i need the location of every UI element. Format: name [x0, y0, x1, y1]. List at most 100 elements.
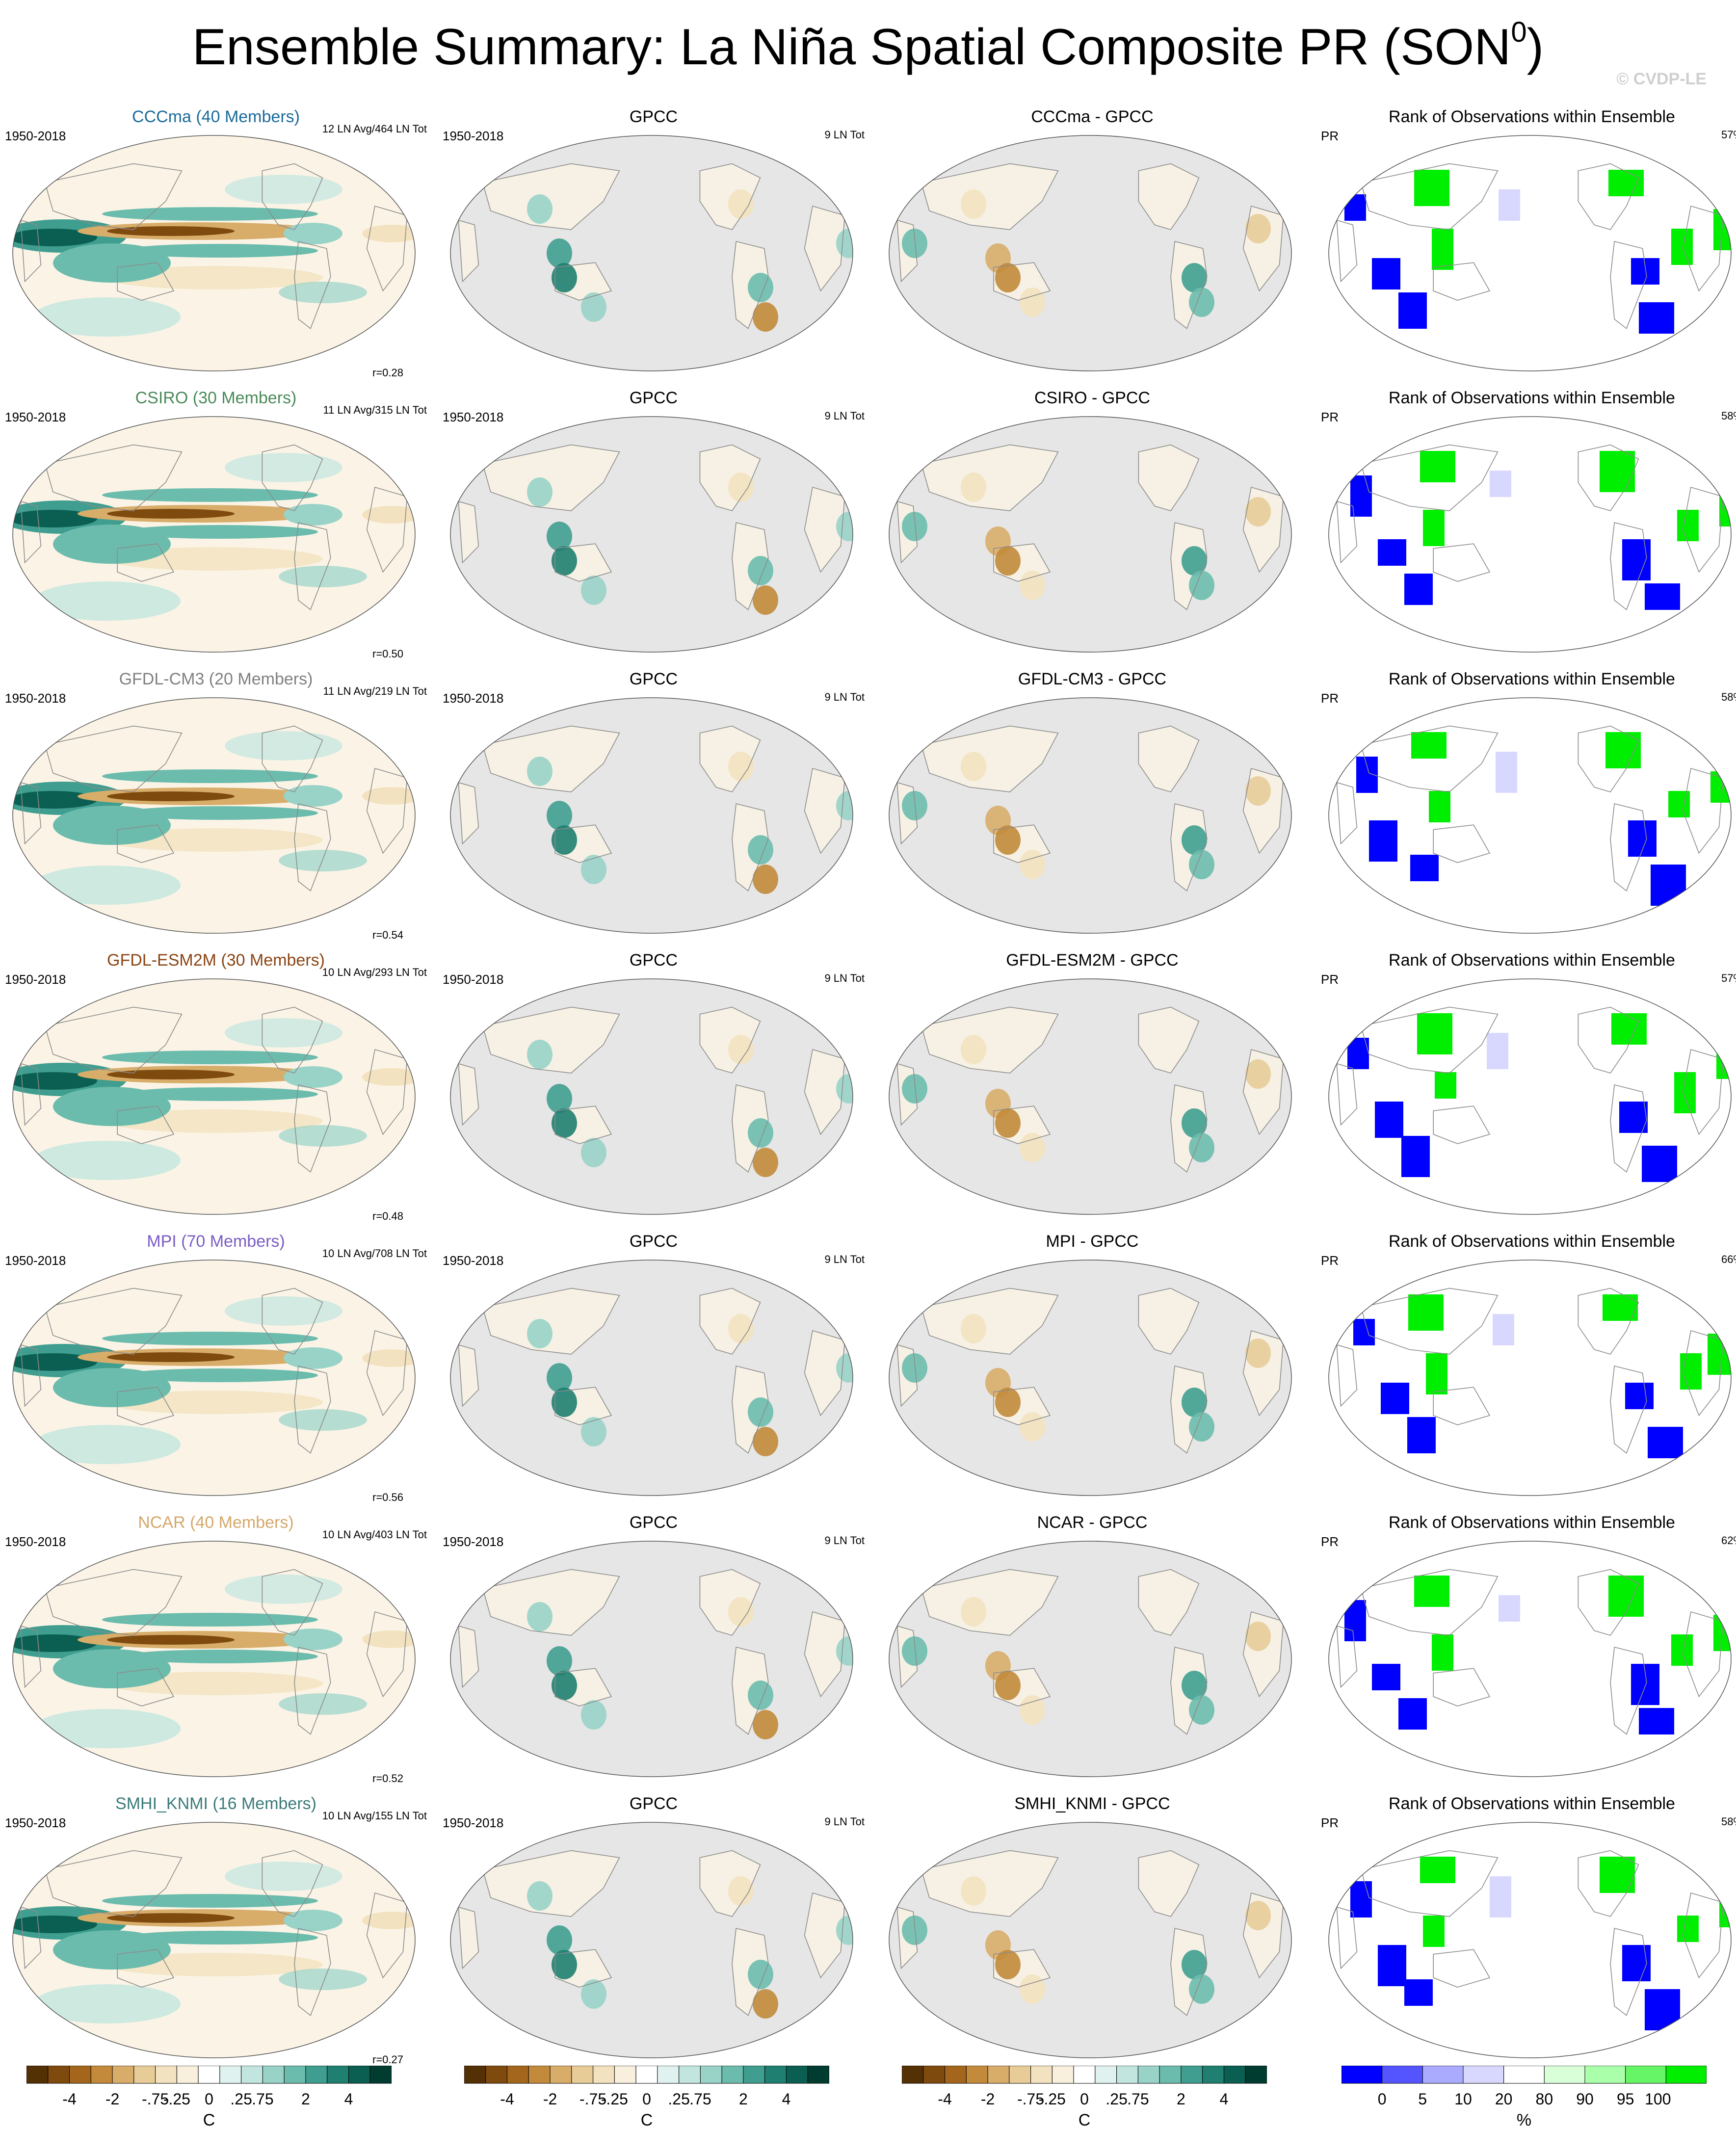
rank-title: Rank of Observations within Ensemble	[1389, 670, 1675, 688]
ln-count-label: 10 LN Avg/155 LN Tot	[322, 1810, 427, 1822]
colorbar-swatch	[721, 2065, 744, 2084]
correlation-label: r=0.48	[372, 1210, 403, 1222]
colorbar-tick-label: 4	[1219, 2090, 1229, 2108]
colorbar-swatch	[1625, 2065, 1666, 2084]
colorbar-tick-label: -.75	[1017, 2090, 1045, 2108]
colorbar-swatch	[1181, 2065, 1203, 2084]
obs-map	[450, 1822, 853, 2058]
colorbar-swatches	[1341, 2065, 1707, 2084]
colorbar-swatch	[1159, 2065, 1182, 2084]
colorbar-swatch	[1095, 2065, 1117, 2084]
period-label: 1950-2018	[443, 1253, 504, 1268]
colorbar-tick-label: 90	[1576, 2090, 1594, 2108]
rank-var-label: PR	[1321, 1534, 1339, 1549]
model-panel: CSIRO (30 Members) 1950-2018 11 LN Avg/315…	[5, 384, 427, 665]
colorbar-tick-label: 0	[642, 2090, 651, 2108]
colorbar-swatch	[284, 2065, 306, 2084]
ln-count-label: 9 LN Tot	[824, 1815, 865, 1828]
diff-map	[889, 416, 1292, 653]
ln-count-label: 10 LN Avg/293 LN Tot	[322, 966, 427, 978]
rank-title: Rank of Observations within Ensemble	[1389, 1794, 1675, 1813]
period-label: 1950-2018	[443, 410, 504, 424]
model-map	[12, 978, 416, 1215]
correlation-label: r=0.56	[372, 1491, 403, 1503]
rank-map	[1328, 697, 1732, 934]
colorbar-swatch	[112, 2065, 134, 2084]
diff-title: GFDL-ESM2M - GPCC	[1006, 951, 1179, 970]
model-panel: CCCma (40 Members) 1950-2018 12 LN Avg/464…	[5, 103, 427, 384]
obs-title: GPCC	[629, 1232, 678, 1251]
rank-pct-label: 58%	[1721, 691, 1736, 703]
colorbar-tick-label: 10	[1454, 2090, 1472, 2108]
colorbar-tick-label: 4	[344, 2090, 353, 2108]
colorbar-tick-label: -.75	[579, 2090, 607, 2108]
model-map	[12, 697, 416, 934]
colorbar-swatch	[1422, 2065, 1464, 2084]
colorbar-swatch	[614, 2065, 636, 2084]
colorbar-swatch	[764, 2065, 787, 2084]
colorbar-swatch	[1341, 2065, 1383, 2084]
diff-title: CCCma - GPCC	[1031, 107, 1154, 126]
colorbar-tick-label: 0	[205, 2090, 213, 2108]
rank-title: Rank of Observations within Ensemble	[1389, 951, 1675, 970]
rank-map	[1328, 978, 1732, 1215]
rank-pct-label: 66%	[1721, 1253, 1736, 1265]
ln-count-label: 9 LN Tot	[824, 972, 865, 984]
colorbar-tick-label: -2	[543, 2090, 557, 2108]
period-label: 1950-2018	[443, 691, 504, 706]
colorbar-swatch	[923, 2065, 946, 2084]
model-title: CCCma (40 Members)	[132, 107, 300, 126]
rank-map	[1328, 135, 1732, 371]
rank-var-label: PR	[1321, 410, 1339, 424]
rank-panel: Rank of Observations within Ensemble PR 66…	[1321, 1228, 1736, 1509]
model-title: SMHI_KNMI (16 Members)	[115, 1794, 316, 1813]
ln-count-label: 9 LN Tot	[824, 691, 865, 703]
rank-title: Rank of Observations within Ensemble	[1389, 107, 1675, 126]
model-panel: MPI (70 Members) 1950-2018 10 LN Avg/708 L…	[5, 1228, 427, 1509]
rank-title: Rank of Observations within Ensemble	[1389, 1232, 1675, 1251]
ln-count-label: 10 LN Avg/708 LN Tot	[322, 1247, 427, 1260]
colorbar-swatch	[485, 2065, 508, 2084]
panel-row: GFDL-ESM2M (30 Members) 1950-2018 10 LN Av…	[0, 946, 1736, 1228]
correlation-label: r=0.50	[372, 648, 403, 660]
obs-panel: GPCC 1950-2018 9 LN Tot	[443, 1509, 865, 1790]
obs-panel: GPCC 1950-2018 9 LN Tot	[443, 1790, 865, 2071]
colorbar-swatch	[1245, 2065, 1267, 2084]
diff-panel: CSIRO - GPCC	[881, 384, 1303, 665]
colorbar-swatch	[1223, 2065, 1246, 2084]
composite-colorbar: -4 -2 -.75 -.25 0 .25.75 2 4 C	[901, 2065, 1267, 2149]
colorbar-swatch	[1463, 2065, 1504, 2084]
colorbar-swatch	[1544, 2065, 1585, 2084]
obs-title: GPCC	[629, 1794, 678, 1813]
correlation-label: r=0.52	[372, 1772, 403, 1785]
page-title: Ensemble Summary: La Niña Spatial Compos…	[192, 16, 1544, 76]
colorbar-swatch	[198, 2065, 220, 2084]
colorbar-tick-label: .75	[252, 2090, 274, 2108]
rank-panel: Rank of Observations within Ensemble PR 57…	[1321, 946, 1736, 1228]
colorbar-swatch	[786, 2065, 808, 2084]
diff-title: GFDL-CM3 - GPCC	[1018, 670, 1167, 688]
colorbar-swatch	[348, 2065, 370, 2084]
correlation-label: r=0.27	[372, 2053, 403, 2066]
period-label: 1950-2018	[5, 691, 66, 706]
rank-pct-label: 58%	[1721, 1815, 1736, 1828]
obs-map	[450, 416, 853, 653]
model-map	[12, 135, 416, 371]
diff-title: SMHI_KNMI - GPCC	[1014, 1794, 1170, 1813]
diff-map	[889, 135, 1292, 371]
colorbar-swatch	[1503, 2065, 1545, 2084]
colorbar-tick-label: -.25	[163, 2090, 190, 2108]
rank-panel: Rank of Observations within Ensemble PR 58…	[1321, 1790, 1736, 2071]
colorbar-unit: C	[1078, 2111, 1091, 2129]
obs-map	[450, 978, 853, 1215]
model-panel: GFDL-ESM2M (30 Members) 1950-2018 10 LN Av…	[5, 946, 427, 1228]
period-label: 1950-2018	[443, 1815, 504, 1830]
colorbar-swatch	[1073, 2065, 1096, 2084]
obs-map	[450, 1541, 853, 1777]
rank-var-label: PR	[1321, 129, 1339, 143]
colorbar-swatch	[262, 2065, 285, 2084]
diff-title: MPI - GPCC	[1046, 1232, 1139, 1251]
colorbar-swatch	[369, 2065, 392, 2084]
diff-panel: GFDL-CM3 - GPCC	[881, 665, 1303, 946]
diff-map	[889, 978, 1292, 1215]
